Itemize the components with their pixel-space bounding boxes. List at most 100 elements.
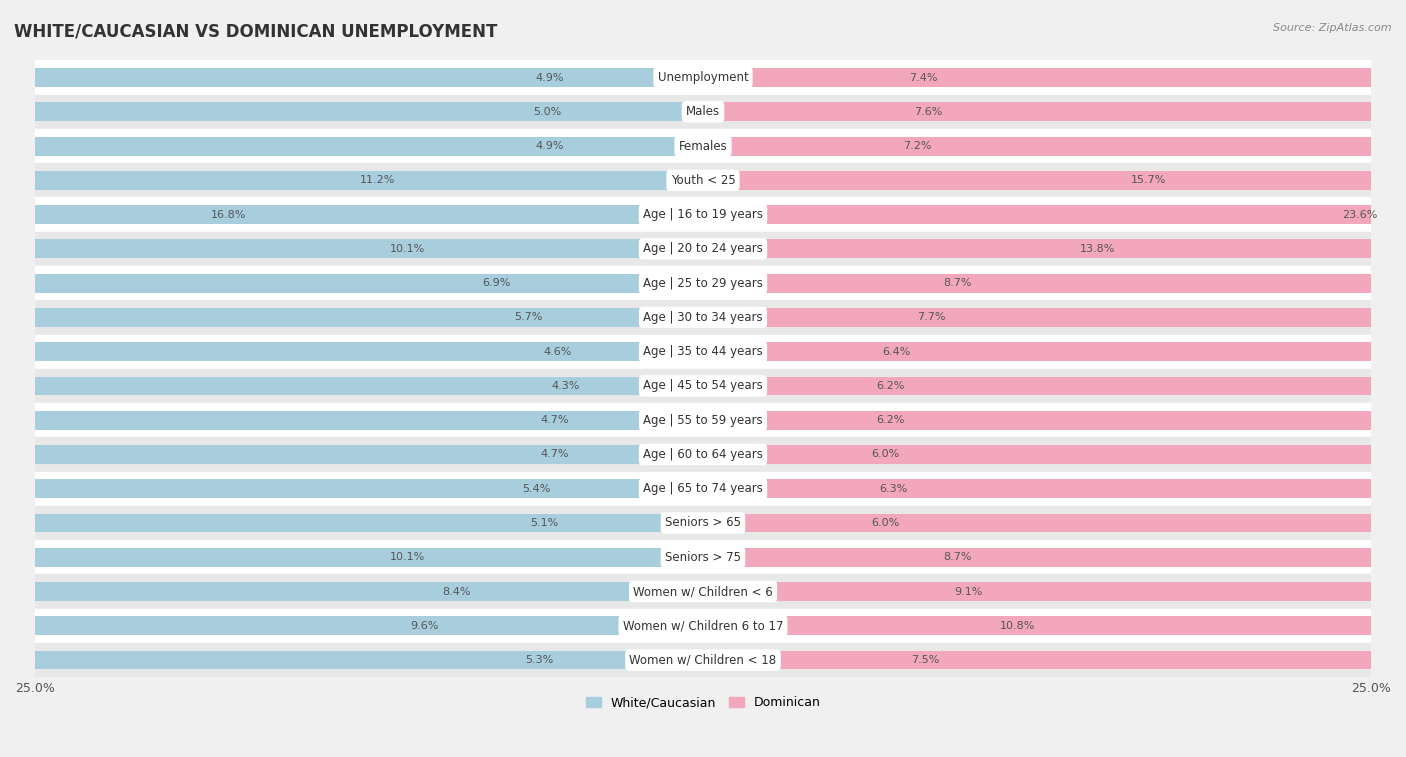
- Text: 6.0%: 6.0%: [872, 450, 900, 459]
- Bar: [35, 129, 1371, 164]
- Bar: [35, 582, 703, 601]
- Text: 10.1%: 10.1%: [389, 244, 425, 254]
- Text: 6.0%: 6.0%: [872, 518, 900, 528]
- Bar: [35, 198, 1371, 232]
- Text: 5.4%: 5.4%: [522, 484, 551, 494]
- Bar: [703, 650, 1371, 669]
- Bar: [35, 369, 1371, 403]
- Bar: [703, 171, 1371, 190]
- Text: 5.0%: 5.0%: [533, 107, 561, 117]
- Text: Age | 20 to 24 years: Age | 20 to 24 years: [643, 242, 763, 255]
- Bar: [35, 164, 1371, 198]
- Text: Women w/ Children < 6: Women w/ Children < 6: [633, 585, 773, 598]
- Bar: [35, 61, 1371, 95]
- Bar: [35, 513, 703, 532]
- Text: Females: Females: [679, 139, 727, 153]
- Text: 9.6%: 9.6%: [411, 621, 439, 631]
- Bar: [703, 205, 1371, 224]
- Bar: [35, 137, 703, 155]
- Text: 4.7%: 4.7%: [541, 415, 569, 425]
- Text: Age | 35 to 44 years: Age | 35 to 44 years: [643, 345, 763, 358]
- Text: Age | 55 to 59 years: Age | 55 to 59 years: [643, 413, 763, 427]
- Text: Source: ZipAtlas.com: Source: ZipAtlas.com: [1274, 23, 1392, 33]
- Bar: [35, 506, 1371, 540]
- Bar: [35, 376, 703, 395]
- Text: Age | 25 to 29 years: Age | 25 to 29 years: [643, 276, 763, 290]
- Text: 10.8%: 10.8%: [1000, 621, 1035, 631]
- Text: 8.7%: 8.7%: [943, 553, 972, 562]
- Bar: [703, 102, 1371, 121]
- Text: 7.5%: 7.5%: [911, 655, 939, 665]
- Text: 7.4%: 7.4%: [908, 73, 938, 83]
- Bar: [35, 540, 1371, 575]
- Bar: [703, 239, 1371, 258]
- Bar: [703, 445, 1371, 464]
- Text: 8.7%: 8.7%: [943, 278, 972, 288]
- Bar: [35, 335, 1371, 369]
- Bar: [35, 239, 703, 258]
- Bar: [703, 548, 1371, 567]
- Bar: [35, 616, 703, 635]
- Bar: [703, 68, 1371, 87]
- Bar: [35, 438, 1371, 472]
- Text: 16.8%: 16.8%: [211, 210, 246, 220]
- Bar: [35, 403, 1371, 438]
- Text: 4.6%: 4.6%: [544, 347, 572, 357]
- Text: 5.7%: 5.7%: [515, 313, 543, 322]
- Bar: [35, 274, 703, 292]
- Text: WHITE/CAUCASIAN VS DOMINICAN UNEMPLOYMENT: WHITE/CAUCASIAN VS DOMINICAN UNEMPLOYMEN…: [14, 23, 498, 41]
- Text: 7.7%: 7.7%: [917, 313, 945, 322]
- Text: Age | 45 to 54 years: Age | 45 to 54 years: [643, 379, 763, 392]
- Bar: [703, 308, 1371, 327]
- Bar: [35, 472, 1371, 506]
- Bar: [35, 411, 703, 430]
- Text: 10.1%: 10.1%: [389, 553, 425, 562]
- Text: 4.3%: 4.3%: [551, 381, 581, 391]
- Text: 7.2%: 7.2%: [904, 141, 932, 151]
- Bar: [35, 548, 703, 567]
- Text: 15.7%: 15.7%: [1130, 176, 1166, 185]
- Bar: [35, 102, 703, 121]
- Bar: [35, 479, 703, 498]
- Text: Women w/ Children 6 to 17: Women w/ Children 6 to 17: [623, 619, 783, 632]
- Text: 5.3%: 5.3%: [524, 655, 554, 665]
- Bar: [35, 232, 1371, 266]
- Text: Age | 60 to 64 years: Age | 60 to 64 years: [643, 448, 763, 461]
- Text: 6.2%: 6.2%: [877, 381, 905, 391]
- Bar: [35, 308, 703, 327]
- Bar: [35, 68, 703, 87]
- Text: 23.6%: 23.6%: [1341, 210, 1376, 220]
- Bar: [703, 342, 1371, 361]
- Bar: [703, 411, 1371, 430]
- Bar: [703, 582, 1371, 601]
- Text: 4.9%: 4.9%: [536, 73, 564, 83]
- Text: 9.1%: 9.1%: [955, 587, 983, 597]
- Bar: [703, 513, 1371, 532]
- Bar: [35, 643, 1371, 678]
- Text: 4.9%: 4.9%: [536, 141, 564, 151]
- Text: 11.2%: 11.2%: [360, 176, 395, 185]
- Bar: [35, 650, 703, 669]
- Bar: [35, 342, 703, 361]
- Bar: [35, 445, 703, 464]
- Text: 6.3%: 6.3%: [879, 484, 908, 494]
- Text: 4.7%: 4.7%: [541, 450, 569, 459]
- Bar: [35, 266, 1371, 301]
- Bar: [35, 95, 1371, 129]
- Bar: [35, 575, 1371, 609]
- Text: Seniors > 65: Seniors > 65: [665, 516, 741, 529]
- Text: 8.4%: 8.4%: [441, 587, 471, 597]
- Text: Age | 16 to 19 years: Age | 16 to 19 years: [643, 208, 763, 221]
- Text: 6.2%: 6.2%: [877, 415, 905, 425]
- Text: Seniors > 75: Seniors > 75: [665, 551, 741, 564]
- Text: 7.6%: 7.6%: [914, 107, 942, 117]
- Text: Age | 30 to 34 years: Age | 30 to 34 years: [643, 311, 763, 324]
- Bar: [703, 616, 1371, 635]
- Text: Women w/ Children < 18: Women w/ Children < 18: [630, 653, 776, 666]
- Text: Age | 65 to 74 years: Age | 65 to 74 years: [643, 482, 763, 495]
- Bar: [35, 171, 703, 190]
- Legend: White/Caucasian, Dominican: White/Caucasian, Dominican: [581, 691, 825, 714]
- Bar: [35, 301, 1371, 335]
- Text: 6.9%: 6.9%: [482, 278, 510, 288]
- Bar: [703, 274, 1371, 292]
